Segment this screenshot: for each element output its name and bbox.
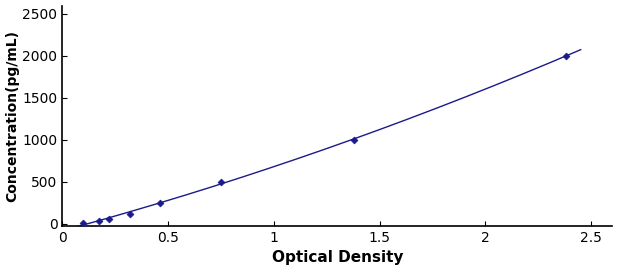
X-axis label: Optical Density: Optical Density: [272, 250, 403, 265]
Y-axis label: Concentration(pg/mL): Concentration(pg/mL): [6, 30, 20, 202]
